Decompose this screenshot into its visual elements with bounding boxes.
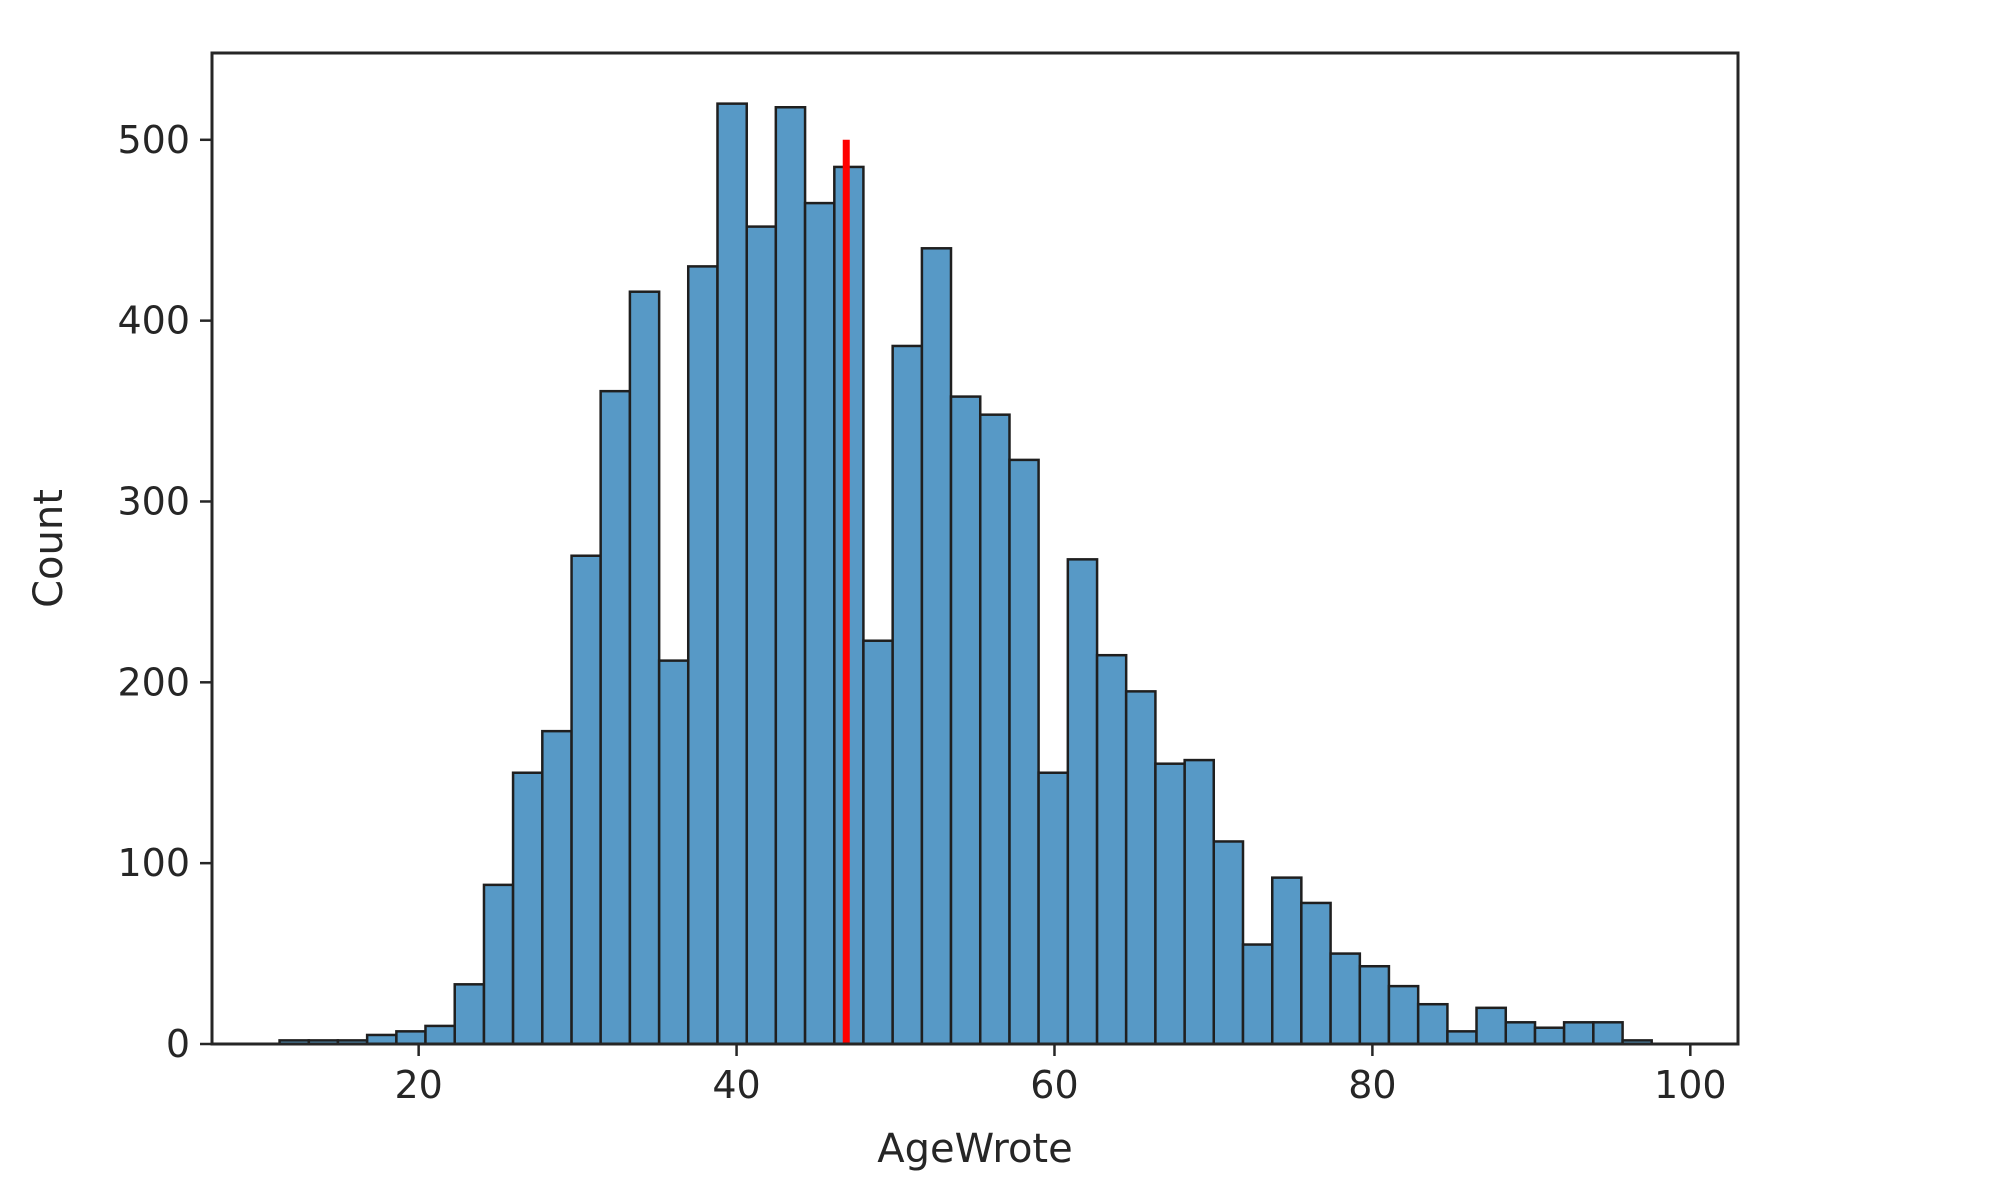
histogram-bar	[978, 413, 1011, 1046]
y-tick-label: 100	[117, 841, 190, 885]
histogram-bar	[1533, 1026, 1566, 1046]
histogram-bar	[599, 389, 632, 1046]
bars-layer	[278, 102, 1653, 1046]
histogram-bar	[1446, 1030, 1478, 1046]
histogram-bar	[686, 265, 719, 1046]
histogram-bar	[803, 201, 836, 1046]
histogram-bar	[1124, 690, 1157, 1046]
histogram-bar	[1358, 964, 1391, 1046]
y-tick-label: 500	[117, 118, 190, 162]
histogram-bar	[745, 225, 778, 1046]
histogram-bar	[1562, 1021, 1595, 1046]
histogram-bar	[862, 639, 894, 1046]
y-axis-label: Count	[26, 489, 72, 608]
histogram-bar	[1008, 458, 1040, 1046]
histogram-bar	[482, 883, 515, 1046]
x-tick-label: 80	[1348, 1063, 1396, 1107]
histogram-bar	[453, 983, 486, 1046]
histogram-bar	[891, 344, 924, 1046]
plot-frame	[210, 51, 1740, 1046]
y-tick-label: 400	[117, 299, 190, 343]
histogram-bar	[1504, 1021, 1537, 1046]
histogram-bar	[920, 247, 953, 1046]
histogram-bar	[570, 554, 602, 1046]
histogram-bar	[716, 102, 748, 1046]
x-tick-label: 20	[394, 1063, 442, 1107]
histogram-bar	[1271, 876, 1303, 1046]
histogram-bar	[1300, 901, 1332, 1046]
histogram-bar	[1241, 943, 1274, 1046]
histogram-bar	[1066, 558, 1099, 1046]
histogram-bar	[657, 659, 690, 1046]
x-axis-label: AgeWrote	[877, 1126, 1072, 1172]
y-tick-label: 0	[166, 1022, 190, 1066]
histogram-bar	[511, 771, 544, 1046]
y-tick-label: 200	[117, 660, 190, 704]
x-tick-label: 100	[1654, 1063, 1727, 1107]
histogram-bar	[1387, 984, 1420, 1046]
histogram-bar	[1037, 771, 1070, 1046]
histogram-bar	[1416, 1002, 1449, 1046]
histogram-bar	[1212, 840, 1245, 1046]
x-axis-ticks: 20 40 60 80 100	[394, 1044, 1727, 1107]
histogram-bar	[395, 1030, 427, 1046]
histogram-bar	[1095, 653, 1128, 1046]
histogram-bar	[424, 1024, 456, 1046]
x-tick-label: 40	[712, 1063, 760, 1107]
histogram-bar	[628, 290, 661, 1046]
x-tick-label: 60	[1030, 1063, 1078, 1107]
histogram-bar	[774, 106, 807, 1046]
y-axis-ticks: 0 100 200 300 400 500	[117, 118, 212, 1066]
histogram-bar	[541, 729, 573, 1046]
histogram-bar	[1475, 1006, 1508, 1046]
y-tick-label: 300	[117, 479, 190, 523]
histogram-bar	[1183, 758, 1216, 1046]
histogram-bar	[1154, 762, 1186, 1046]
histogram-bar	[949, 395, 982, 1046]
histogram-bar	[1329, 952, 1362, 1046]
histogram-bar	[1592, 1021, 1624, 1046]
